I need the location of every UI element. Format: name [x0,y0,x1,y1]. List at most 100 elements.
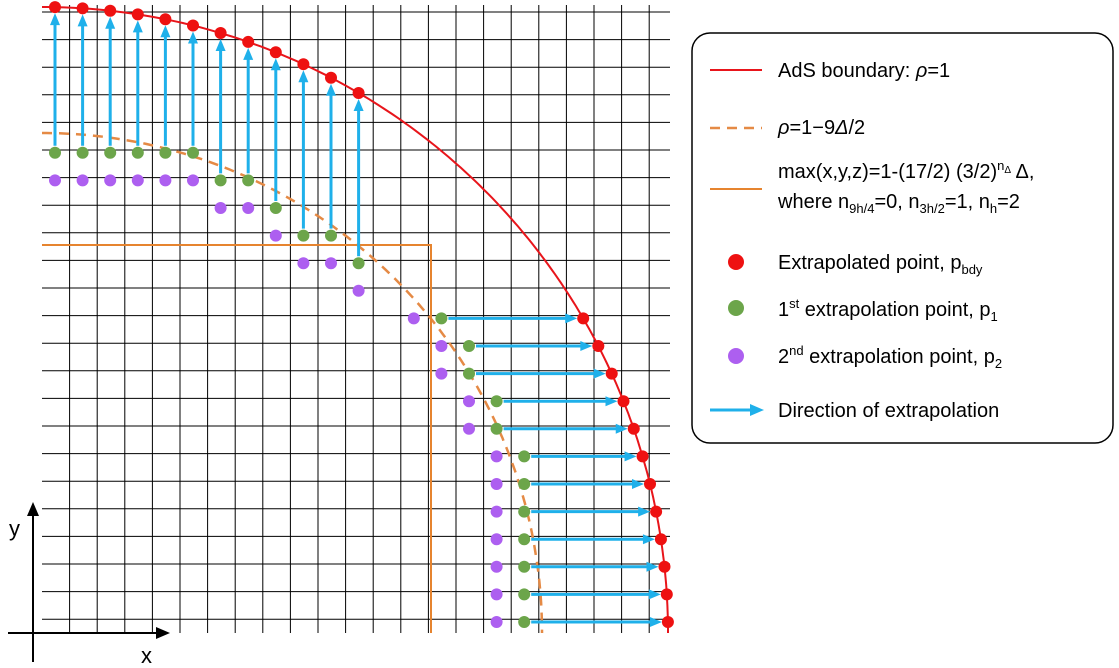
first-extrapolation-point [518,533,531,546]
box-label-sup-n: n [997,158,1004,173]
box-label-line1: max(x,y,z)=1-(17/2) (3/2)nΔ Δ, [778,158,1034,183]
extrapolation-arrow-head [215,39,226,52]
extrapolation-arrow-head [160,25,171,38]
extrapolation-arrow-head [624,451,637,462]
dashed-circle-rho: ρ [777,117,789,139]
extrapolated-point [269,46,282,59]
dashed-circle-label: ρ=1−9Δ/2 [777,117,865,139]
first-point-sup: st [789,296,800,311]
first-point-swatch [728,300,744,316]
legend: AdS boundary: ρ=1 ρ=1−9Δ/2 max(x,y,z)=1-… [691,32,1114,444]
grid [42,5,670,633]
extrapolated-point [627,422,640,435]
second-extrapolation-point [435,340,448,352]
extrapolated-point [644,478,657,490]
extrapolated-point [658,560,671,573]
direction-label: Direction of extrapolation [778,400,999,422]
extrapolation-arrow-head [632,479,645,489]
first-extrapolation-point [518,505,531,518]
second-extrapolation-point [407,312,420,325]
extrapolated-point [636,450,649,463]
extrapolated-point [660,588,673,601]
first-extrapolation-point [518,616,531,628]
second-point-label: 2nd extrapolation point, p2 [778,343,1002,371]
curves [42,6,669,633]
box-label-tail: Δ, [1011,161,1034,183]
extrapolation-arrow-head [615,423,628,434]
first-point-label: 1st extrapolation point, p1 [778,296,998,324]
box-label-where: where n [777,191,849,213]
ads-boundary-arc [42,6,669,633]
extrapolated-point [325,71,337,84]
second-extrapolation-point [325,257,337,270]
box-label-sub2: 3h/2 [920,201,945,216]
first-extrapolation-point [490,395,503,408]
extrapolation-arrow-head [580,341,593,351]
extrapolation-arrow-head [638,506,651,517]
second-extrapolation-point [463,395,475,408]
second-extrapolation-point [490,533,503,546]
extrapolated-point-label: Extrapolated point, pbdy [778,252,983,277]
box-label-mid1: =0, n [874,191,919,213]
ads-boundary-prefix: AdS boundary: [778,60,916,82]
extrapolated-point [592,340,605,352]
first-extrapolation-point [297,229,310,242]
extrapolated-point [577,312,590,325]
second-extrapolation-point [297,257,310,270]
second-extrapolation-point [131,174,144,187]
second-extrapolation-point [214,202,227,214]
extrapolated-point [352,86,365,99]
ads-boundary-rho: ρ [915,60,927,82]
extrapolated-point [650,505,663,518]
extrapolated-point [661,616,674,628]
first-extrapolation-point [49,146,61,159]
extrapolated-point [617,395,630,408]
second-extrapolation-point [352,284,365,297]
extrapolation-arrow-head [243,47,254,60]
extrapolation-arrow-head [298,70,309,83]
extrapolated-point [605,367,618,380]
extrapolated-point [242,35,255,48]
first-extrapolation-point [325,229,337,242]
extrapolated-point-sub: bdy [961,262,982,277]
first-extrapolation-point [518,560,531,573]
extrapolation-arrow-head [648,589,661,600]
second-extrapolation-point [490,588,503,601]
first-point-sub: 1 [991,309,998,324]
extrapolated-point [297,58,310,71]
first-extrapolation-point [463,367,475,380]
extrapolated-point [49,1,61,14]
extrapolated-point [104,4,117,17]
box-label-sub3: h [990,201,997,216]
legend-box [691,32,1114,444]
dashed-circle-mid: =1−9 [789,117,835,139]
second-extrapolation-point [490,478,503,490]
first-extrapolation-point [518,450,531,463]
box-label-sub1: 9h/4 [849,201,874,216]
second-extrapolation-point [242,202,255,214]
second-point-num: 2 [778,346,789,368]
first-extrapolation-point [242,174,255,187]
second-extrapolation-point [435,367,448,380]
first-extrapolation-point [463,340,475,352]
second-extrapolation-point [269,229,282,242]
box-label-main: max(x,y,z)=1-(17/2) (3/2) [778,161,997,183]
second-point-main: extrapolation point, p [804,346,995,368]
first-extrapolation-point [76,146,89,159]
box-label-sup-delta: Δ [1004,165,1011,176]
extrapolated-point-swatch [728,254,744,270]
first-extrapolation-point [104,146,117,159]
first-extrapolation-point [352,257,365,270]
extrapolated-point [76,2,89,15]
second-extrapolation-point [104,174,117,187]
extrapolation-arrow-head [188,31,198,44]
first-extrapolation-point [518,478,531,490]
second-extrapolation-point [490,560,503,573]
second-extrapolation-point [76,174,89,187]
ads-boundary-suffix: =1 [927,60,950,82]
y-axis-arrowhead [27,502,39,516]
first-extrapolation-point [187,146,199,159]
extrapolated-point-main: Extrapolated point, p [778,252,961,274]
points [49,1,674,628]
first-extrapolation-point [518,588,531,601]
